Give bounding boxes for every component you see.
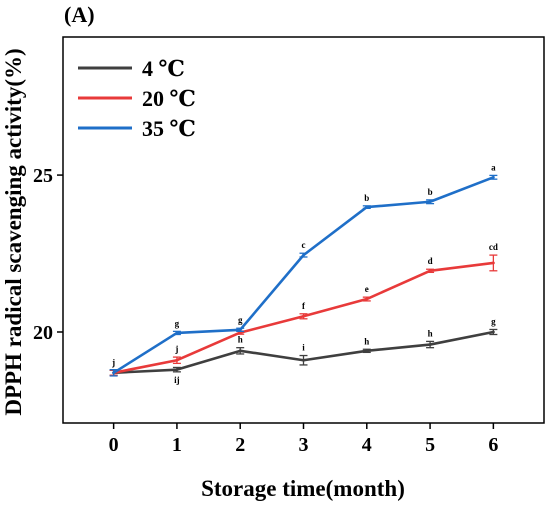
data-point <box>491 330 495 334</box>
significance-label: g <box>238 315 243 325</box>
y-tick-label: 25 <box>33 165 53 187</box>
axes: 0 1 2 3 4 5 6 20 25 <box>33 165 498 456</box>
significance-label: i <box>302 343 305 353</box>
data-point <box>302 314 305 318</box>
legend-label: 4 ℃ <box>142 56 185 81</box>
data-point <box>428 200 432 204</box>
x-tick-label: 2 <box>235 434 245 456</box>
data-point <box>491 261 495 265</box>
data-point <box>302 358 305 362</box>
legend-label: 35 ℃ <box>142 116 196 141</box>
legend-label: 20 ℃ <box>142 86 196 111</box>
panel-label: (A) <box>64 2 95 27</box>
data-point <box>175 368 179 372</box>
x-tick-label: 0 <box>109 434 119 456</box>
y-tick-label: 20 <box>33 322 53 344</box>
significance-label: ij <box>174 375 180 385</box>
significance-label: j <box>111 357 115 367</box>
significance-label: f <box>302 301 306 311</box>
significance-label: b <box>364 193 369 203</box>
x-axis-label: Storage time(month) <box>201 476 405 501</box>
data-point <box>491 175 495 179</box>
x-tick-label: 4 <box>362 434 372 456</box>
data-point <box>302 253 305 257</box>
significance-label: b <box>428 187 433 197</box>
x-tick-label: 6 <box>488 434 498 456</box>
significance-label: j <box>174 344 178 354</box>
data-point <box>175 358 179 362</box>
data-point <box>365 205 369 209</box>
significance-label: h <box>238 335 243 345</box>
significance-label: g <box>491 316 496 326</box>
significance-label: c <box>302 240 306 250</box>
series-3: g g c b b a <box>109 162 498 377</box>
x-tick-label: 5 <box>425 434 435 456</box>
data-point <box>112 371 116 375</box>
y-axis-label: DPPH radical scavenging activity(%) <box>1 48 26 415</box>
data-point <box>238 349 242 353</box>
significance-label: h <box>364 336 369 346</box>
data-point <box>428 343 432 346</box>
data-point <box>365 349 369 353</box>
x-tick-label: 3 <box>299 434 309 456</box>
data-point <box>365 297 369 301</box>
data-point <box>428 269 432 273</box>
data-point <box>175 331 179 335</box>
significance-label: h <box>428 328 433 338</box>
significance-label: a <box>491 162 496 172</box>
significance-label: d <box>428 256 433 266</box>
legend: 4 ℃ 20 ℃ 35 ℃ <box>78 56 196 141</box>
significance-label: cd <box>489 242 498 252</box>
significance-label: e <box>365 284 369 294</box>
data-point <box>238 328 242 332</box>
significance-label: g <box>175 318 180 328</box>
x-tick-label: 1 <box>172 434 182 456</box>
